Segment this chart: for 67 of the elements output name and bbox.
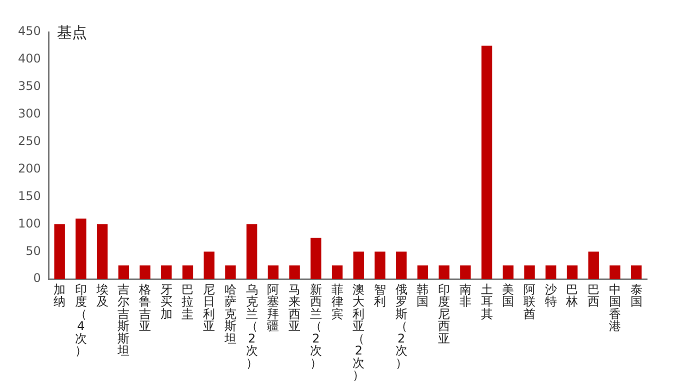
x-tick-label: 加纳 xyxy=(54,282,66,309)
x-tick-label: 埃及 xyxy=(95,282,108,309)
bar xyxy=(246,224,258,280)
x-tick-label: 格鲁吉亚 xyxy=(138,282,152,334)
x-tick-label: 马来西亚 xyxy=(288,282,301,334)
x-tick-label: 美国 xyxy=(502,282,514,309)
bar xyxy=(54,224,65,280)
x-tick-label: 土耳其 xyxy=(480,282,493,321)
bar xyxy=(588,252,599,280)
bar xyxy=(417,265,428,280)
bar xyxy=(460,265,471,280)
y-tick-label: 100 xyxy=(18,216,41,230)
bar xyxy=(610,265,620,280)
bar xyxy=(310,238,322,280)
y-tick-label: 450 xyxy=(18,24,41,38)
x-tick-label: 巴拉圭 xyxy=(182,282,194,321)
bar xyxy=(332,265,343,280)
x-tick-label: 乌克兰（2次） xyxy=(246,282,258,370)
bar xyxy=(353,252,364,280)
bar xyxy=(76,218,86,280)
x-tick-label: 哈萨克斯坦 xyxy=(223,282,236,346)
x-tick-label: 牙买加 xyxy=(160,282,172,321)
bar xyxy=(289,265,300,280)
bar xyxy=(630,265,642,280)
x-tick-label: 阿联酋 xyxy=(524,282,536,321)
x-tick-label: 巴林 xyxy=(565,282,578,309)
bar xyxy=(225,265,236,280)
y-axis-title: 基点 xyxy=(56,23,87,42)
bar xyxy=(140,265,150,280)
y-tick-label: 50 xyxy=(26,244,41,258)
y-tick-label: 300 xyxy=(18,106,41,120)
x-tick-label: 新西兰（2次） xyxy=(310,282,322,370)
x-tick-label: 吉尔吉斯斯坦 xyxy=(116,282,130,358)
x-tick-label: 印度尼西亚 xyxy=(438,282,450,346)
bar xyxy=(161,265,172,280)
bar xyxy=(118,265,130,280)
y-tick-label: 350 xyxy=(18,79,41,94)
y-tick-label: 0 xyxy=(33,271,41,286)
x-tick-label: 泰国 xyxy=(630,282,642,309)
x-tick-label: 阿塞拜疆 xyxy=(267,282,280,334)
x-tick-label: 菲律宾 xyxy=(331,282,344,321)
x-tick-label: 尼日利亚 xyxy=(203,282,216,334)
bar xyxy=(268,265,279,280)
x-tick-label: 南非 xyxy=(459,282,472,309)
bar xyxy=(96,224,108,280)
x-tick-label: 沙特 xyxy=(544,282,557,309)
bar xyxy=(438,265,450,280)
x-tick-label: 智利 xyxy=(374,282,386,309)
y-tick-label: 150 xyxy=(18,188,41,203)
x-tick-label: 中国香港 xyxy=(608,282,621,334)
x-tick-label: 印度（4次） xyxy=(74,282,87,358)
y-tick-label: 400 xyxy=(18,52,41,66)
bar xyxy=(204,252,214,280)
x-tick-label: 澳大利亚（2次） xyxy=(352,282,365,382)
bar xyxy=(182,265,194,280)
bar xyxy=(502,265,514,280)
bar xyxy=(566,265,578,280)
bar xyxy=(396,252,407,280)
y-tick-label: 250 xyxy=(18,134,41,148)
bar xyxy=(524,265,535,280)
x-tick-label: 巴西 xyxy=(588,282,600,309)
bar xyxy=(374,252,386,280)
y-tick-label: 200 xyxy=(18,161,41,176)
x-tick-label: 韩国 xyxy=(416,282,429,309)
bar xyxy=(546,265,556,280)
x-tick-label: 俄罗斯（2次） xyxy=(395,282,408,370)
bar xyxy=(481,46,492,280)
